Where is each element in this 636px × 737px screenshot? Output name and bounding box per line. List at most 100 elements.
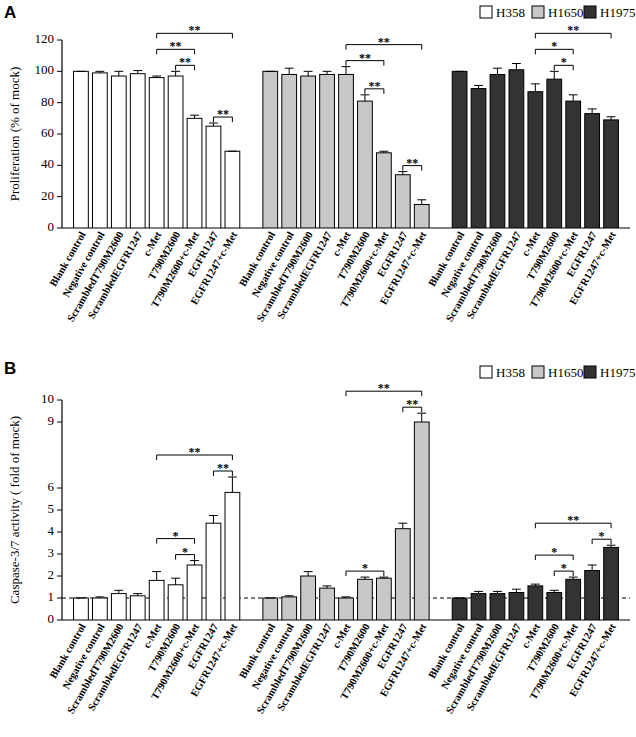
error-stem — [573, 95, 574, 101]
error-bar — [304, 572, 313, 576]
y-tick-label: 1 — [48, 589, 55, 604]
error-cap — [455, 71, 464, 72]
error-bar — [323, 586, 332, 588]
panel-title: A — [4, 3, 16, 22]
bar — [471, 89, 486, 228]
error-cap — [550, 590, 559, 591]
significance-label: * — [561, 55, 567, 69]
error-bar — [588, 109, 597, 114]
error-cap — [550, 71, 559, 72]
bar — [566, 579, 581, 620]
legend-label: H358 — [496, 5, 525, 20]
error-stem — [364, 95, 365, 101]
bar — [149, 580, 164, 620]
significance-label: * — [599, 529, 605, 543]
error-cap — [323, 71, 332, 72]
y-tick — [57, 620, 62, 621]
error-cap — [512, 589, 521, 590]
error-cap — [190, 560, 199, 561]
error-cap — [607, 116, 616, 117]
error-bar — [323, 71, 332, 74]
error-bar — [493, 68, 502, 74]
legend-label: H358 — [496, 365, 525, 380]
error-bar — [588, 565, 597, 571]
significance-label: ** — [567, 513, 579, 527]
error-bar — [531, 584, 540, 586]
error-bar — [474, 85, 483, 88]
error-bar — [228, 151, 237, 152]
bar — [452, 71, 467, 228]
error-cap — [398, 171, 407, 172]
y-tick-label: 3 — [48, 545, 55, 560]
y-tick — [57, 554, 62, 555]
error-bar — [171, 71, 180, 76]
error-cap — [379, 151, 388, 152]
error-cap — [133, 593, 142, 594]
bar — [301, 576, 316, 620]
bar — [206, 523, 221, 620]
y-tick — [57, 576, 62, 577]
bar — [187, 565, 202, 620]
bar — [320, 588, 335, 620]
y-tick — [57, 510, 62, 511]
error-stem — [592, 565, 593, 571]
x-tick-label: ScrambledEGFR1247 — [275, 230, 334, 321]
error-cap — [493, 68, 502, 69]
x-tick-label: ScrambledEGFR1247 — [275, 622, 334, 713]
legend-label: H1975 — [600, 5, 635, 20]
plot-area — [74, 64, 619, 229]
error-bar — [550, 71, 559, 79]
bar — [263, 598, 278, 620]
legend-label: H1975 — [600, 365, 635, 380]
significance-label: * — [561, 561, 567, 575]
error-bar — [209, 516, 218, 524]
bar — [547, 79, 562, 228]
y-tick — [57, 134, 62, 135]
bar — [376, 578, 391, 620]
significance-label: * — [182, 545, 188, 559]
y-tick-label: 5 — [48, 501, 55, 516]
x-tick-label: ScrambledEGFR1247 — [86, 622, 145, 713]
error-cap — [342, 596, 351, 597]
error-stem — [554, 71, 555, 79]
bar — [168, 585, 183, 620]
bar — [263, 71, 278, 228]
error-cap — [569, 577, 578, 578]
error-stem — [308, 71, 309, 76]
bar — [225, 151, 240, 228]
error-cap — [209, 123, 218, 124]
legend-item: H358 — [480, 365, 525, 380]
error-stem — [156, 572, 157, 581]
error-bar — [607, 117, 616, 120]
y-tick — [57, 71, 62, 72]
error-cap — [304, 571, 313, 572]
error-cap — [531, 83, 540, 84]
error-cap — [228, 477, 237, 478]
error-bar — [114, 71, 123, 76]
significance-label: ** — [217, 461, 229, 475]
error-cap — [361, 577, 370, 578]
bar — [452, 598, 467, 620]
bar — [395, 175, 410, 228]
error-cap — [531, 584, 540, 585]
error-bar — [512, 64, 521, 70]
error-bar — [512, 589, 521, 592]
error-cap — [304, 71, 313, 72]
error-bar — [398, 523, 407, 529]
bar — [187, 118, 202, 228]
x-tick-label: EGFR1247+c-Met — [189, 229, 240, 306]
significance-label: * — [173, 529, 179, 543]
error-bar — [493, 591, 502, 593]
significance-label: ** — [567, 23, 579, 37]
error-bar — [209, 123, 218, 126]
error-bar — [417, 413, 426, 422]
error-bar — [379, 577, 388, 578]
error-cap — [588, 108, 597, 109]
y-axis-label: Caspase-3/7 activity ( fold of mock) — [7, 416, 22, 604]
bar — [604, 547, 619, 620]
error-bar — [550, 590, 559, 592]
error-bar — [361, 95, 370, 101]
error-stem — [592, 109, 593, 114]
bar — [92, 598, 107, 620]
significance-label: ** — [368, 79, 380, 93]
